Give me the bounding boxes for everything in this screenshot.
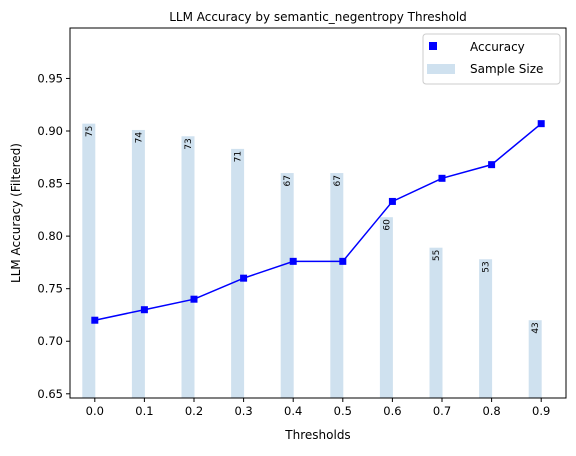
- legend-box: [422, 33, 561, 85]
- x-tick-label: 0.9: [532, 404, 550, 418]
- accuracy-point: [240, 274, 248, 282]
- sample-size-bar: [181, 136, 195, 399]
- x-tick-label: 0.8: [482, 404, 500, 418]
- sample-size-bar: [379, 217, 393, 398]
- y-tick-label: 0.70: [37, 334, 63, 348]
- sample-size-label: 73: [184, 138, 194, 149]
- legend: Accuracy Sample Size: [422, 33, 561, 85]
- sample-size-label: 71: [234, 151, 244, 162]
- sample-size-label: 75: [85, 126, 95, 137]
- accuracy-point: [388, 197, 396, 205]
- accuracy-point: [488, 161, 496, 169]
- chart-title: LLM Accuracy by semantic_negentropy Thre…: [169, 10, 467, 24]
- accuracy-point: [339, 257, 347, 265]
- legend-accuracy-marker: [429, 42, 437, 50]
- sample-size-bar: [131, 129, 145, 399]
- x-tick-label: 0.0: [86, 404, 104, 418]
- x-axis-label: Thresholds: [284, 428, 350, 442]
- accuracy-point: [91, 316, 99, 324]
- accuracy-line: [94, 123, 542, 321]
- sample-size-label: 67: [333, 175, 343, 186]
- y-tick-label: 0.95: [37, 71, 63, 85]
- sample-size-label: 67: [283, 175, 293, 186]
- sample-size-bar: [280, 173, 294, 398]
- legend-accuracy-label: Accuracy: [470, 40, 525, 54]
- y-tick-label: 0.75: [37, 282, 63, 296]
- accuracy-point: [438, 174, 446, 182]
- accuracy-point: [190, 295, 198, 303]
- bar-labels: 75 74 73 71 67 67 60 55 53 43: [85, 126, 541, 334]
- y-tick-label: 0.90: [37, 124, 63, 138]
- sample-size-bar: [429, 247, 443, 398]
- sample-size-label: 53: [482, 261, 492, 272]
- y-tick-label: 0.65: [37, 387, 63, 401]
- accuracy-point: [289, 257, 297, 265]
- sample-size-label: 60: [382, 219, 392, 231]
- x-tick-label: 0.6: [383, 404, 401, 418]
- y-axis: 0.65 0.70 0.75 0.80 0.85 0.90 0.95: [37, 71, 70, 401]
- sample-size-bar: [479, 259, 493, 398]
- y-tick-label: 0.80: [37, 229, 63, 243]
- legend-sample-size-swatch: [427, 64, 455, 74]
- sample-size-bar: [82, 123, 96, 398]
- line-series: [91, 120, 545, 324]
- x-tick-label: 0.1: [135, 404, 153, 418]
- legend-sample-size-label: Sample Size: [470, 62, 543, 76]
- sample-size-label: 43: [531, 322, 541, 333]
- x-tick-label: 0.7: [433, 404, 451, 418]
- bar-series: [82, 123, 542, 399]
- sample-size-label: 55: [432, 250, 442, 261]
- sample-size-label: 74: [134, 132, 144, 144]
- sample-size-bar: [528, 320, 542, 398]
- accuracy-point: [537, 120, 545, 128]
- sample-size-bar: [231, 148, 245, 398]
- x-tick-label: 0.5: [334, 404, 352, 418]
- x-tick-label: 0.4: [284, 404, 302, 418]
- x-tick-label: 0.3: [234, 404, 252, 418]
- sample-size-bar: [330, 173, 344, 398]
- y-tick-label: 0.85: [37, 177, 63, 191]
- y-axis-label: LLM Accuracy (Filtered): [9, 143, 23, 283]
- accuracy-point: [140, 306, 148, 314]
- plot-frame: [69, 27, 567, 399]
- x-tick-label: 0.2: [185, 404, 203, 418]
- x-axis: 0.0 0.1 0.2 0.3 0.4 0.5 0.6 0.7 0.8 0.9: [86, 398, 550, 418]
